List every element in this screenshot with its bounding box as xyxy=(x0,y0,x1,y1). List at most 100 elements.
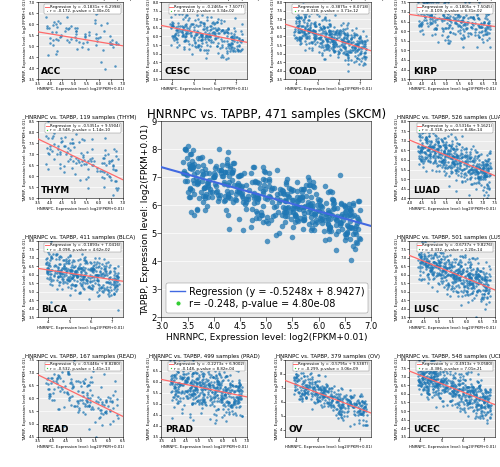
Point xyxy=(486,404,494,412)
Point xyxy=(436,6,444,13)
Point xyxy=(76,177,84,184)
Point xyxy=(302,182,310,189)
Point xyxy=(454,16,462,23)
Point xyxy=(414,142,422,150)
Point xyxy=(428,9,436,16)
Point xyxy=(450,153,458,161)
Point xyxy=(80,256,88,263)
Point xyxy=(458,279,466,286)
Point xyxy=(416,258,424,266)
Point xyxy=(274,208,282,216)
Point xyxy=(426,159,434,166)
Point xyxy=(452,272,460,279)
Point xyxy=(472,283,480,290)
Point xyxy=(100,287,108,294)
Point xyxy=(451,11,459,18)
Point xyxy=(224,398,232,406)
Point xyxy=(170,372,178,379)
Point xyxy=(348,35,356,42)
Point xyxy=(420,3,428,10)
Title: HNRNPC vs. TAPBP, 548 samples (UCEC): HNRNPC vs. TAPBP, 548 samples (UCEC) xyxy=(396,354,500,359)
Point xyxy=(422,379,430,387)
Point xyxy=(180,358,188,366)
Point xyxy=(448,161,456,168)
Point xyxy=(469,288,477,295)
Point xyxy=(326,211,334,218)
Point xyxy=(82,257,90,264)
Point xyxy=(74,265,82,272)
Point xyxy=(303,382,311,389)
Point xyxy=(195,400,203,408)
Point xyxy=(418,374,426,382)
Point xyxy=(338,401,346,409)
Point xyxy=(316,397,324,404)
Point xyxy=(294,21,302,28)
Point xyxy=(106,262,114,269)
Point xyxy=(81,410,89,418)
Point xyxy=(456,380,464,387)
Point xyxy=(454,381,462,388)
Point xyxy=(352,399,360,407)
Point xyxy=(84,28,92,35)
Point xyxy=(461,169,469,177)
Point xyxy=(296,34,304,42)
Point xyxy=(338,37,346,44)
Point xyxy=(300,372,308,380)
Point xyxy=(166,24,174,32)
Point xyxy=(168,372,176,379)
Point xyxy=(482,416,490,424)
Point xyxy=(59,276,67,283)
Point xyxy=(284,212,292,220)
Point xyxy=(440,16,448,23)
Point xyxy=(334,394,342,402)
Point xyxy=(175,380,183,387)
Point xyxy=(456,161,464,168)
Point xyxy=(198,37,206,44)
Point xyxy=(178,374,186,381)
Point xyxy=(268,212,276,220)
Point xyxy=(424,382,432,389)
Point xyxy=(184,373,192,380)
Point xyxy=(429,153,437,161)
Point xyxy=(432,390,440,398)
Point xyxy=(258,202,266,210)
Point xyxy=(220,29,228,36)
Point xyxy=(213,187,221,195)
Point xyxy=(320,29,328,37)
Point xyxy=(198,32,206,40)
Point xyxy=(360,49,368,56)
Point xyxy=(306,200,314,208)
Point xyxy=(194,386,202,394)
Point xyxy=(470,168,478,175)
Point xyxy=(298,395,306,402)
Point xyxy=(463,399,471,407)
Point xyxy=(433,269,441,276)
Point xyxy=(474,176,482,183)
Point xyxy=(206,6,214,14)
Point xyxy=(80,269,88,276)
Point xyxy=(283,205,291,212)
Point xyxy=(283,191,291,198)
Point xyxy=(214,371,222,378)
Point xyxy=(478,396,486,404)
Point xyxy=(170,383,178,390)
Point xyxy=(436,394,444,402)
Point xyxy=(326,21,334,29)
Point xyxy=(196,391,203,398)
Point xyxy=(418,374,426,381)
Point xyxy=(438,365,446,373)
Point xyxy=(481,30,489,38)
Point xyxy=(437,271,445,278)
Point xyxy=(178,389,186,396)
Point xyxy=(473,170,481,178)
Point xyxy=(422,147,430,154)
Point xyxy=(290,32,298,39)
Point xyxy=(482,387,490,395)
Point xyxy=(414,368,422,375)
Point xyxy=(452,277,460,285)
Point xyxy=(417,21,425,29)
Point xyxy=(73,274,81,281)
Point xyxy=(344,408,352,415)
Point xyxy=(88,145,96,152)
Point xyxy=(204,202,212,210)
